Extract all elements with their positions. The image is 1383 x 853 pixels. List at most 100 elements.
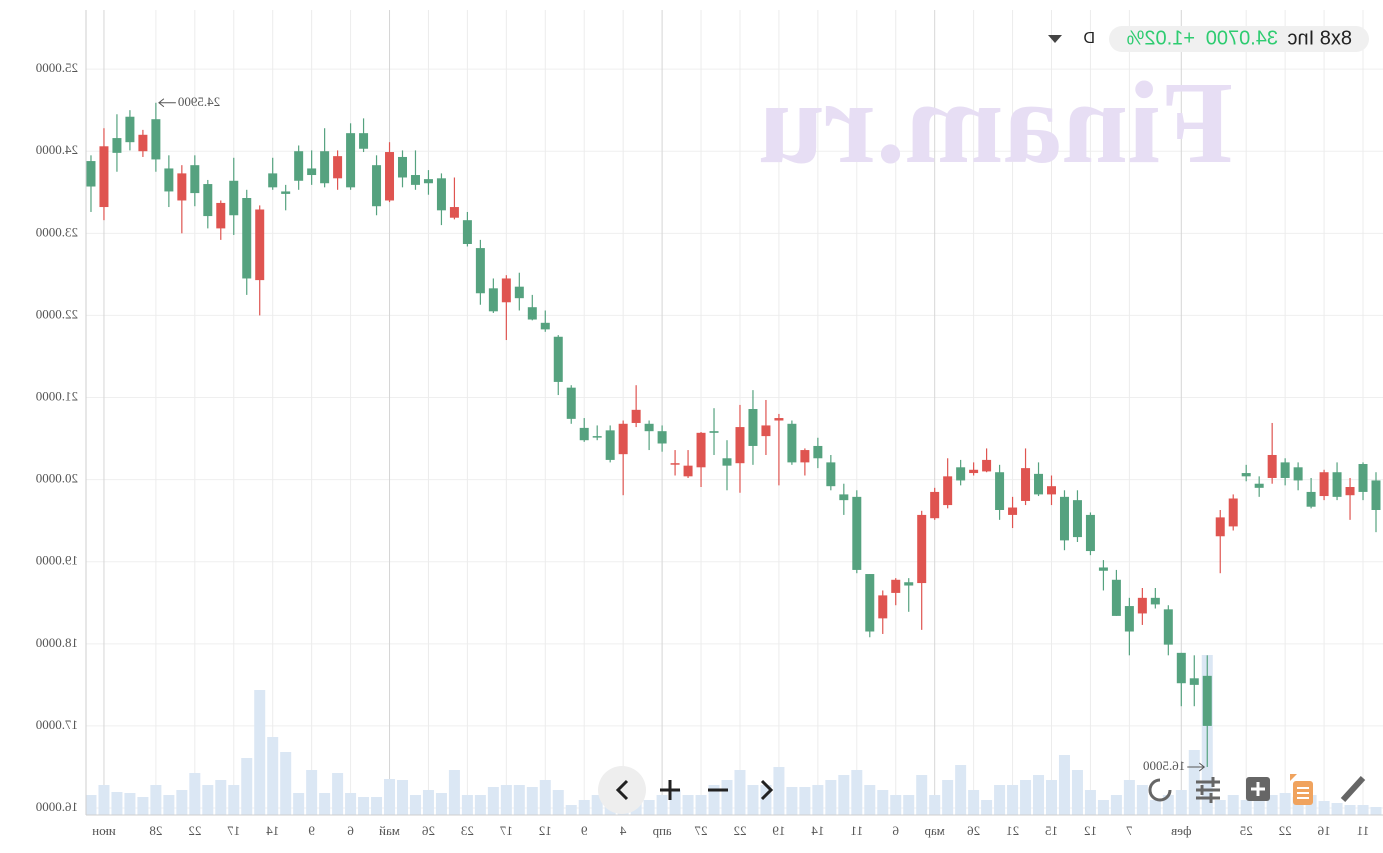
candle-body: [683, 465, 693, 477]
high-arrow: [158, 98, 176, 108]
volume-bar: [760, 785, 772, 815]
volume-bar: [163, 795, 175, 815]
period-dropdown[interactable]: [1048, 35, 1062, 43]
volume-bar: [877, 790, 889, 815]
candle-body: [410, 175, 420, 185]
candle-body: [579, 427, 589, 441]
x-tick-label: 19: [772, 823, 785, 838]
candle-body: [255, 209, 265, 281]
candle-body: [294, 151, 304, 181]
candle-body: [774, 418, 784, 421]
candle-body: [527, 307, 537, 320]
volume-bar: [293, 793, 305, 815]
period[interactable]: D: [1083, 30, 1095, 47]
y-tick-label: 24.0000: [36, 142, 78, 157]
volume-bar: [526, 787, 538, 815]
x-tick-label: мар: [924, 823, 944, 838]
volume-bar: [1071, 770, 1083, 815]
volume-bar: [85, 795, 97, 815]
volume-bar: [280, 752, 292, 815]
volume-bar: [111, 792, 123, 815]
candle-body: [982, 459, 992, 472]
candle-body: [1021, 468, 1031, 501]
candle-body: [1215, 517, 1225, 537]
candle-body: [839, 494, 849, 501]
volume-bar: [1266, 795, 1278, 815]
volume-bar: [474, 795, 486, 815]
volume-bar: [124, 793, 136, 815]
zoom-in[interactable]: [660, 780, 680, 800]
x-tick-label: 17: [227, 823, 241, 838]
volume-bar: [241, 758, 253, 815]
scroll-left[interactable]: [615, 779, 629, 801]
volume-bar: [267, 737, 279, 815]
add-icon: [1251, 782, 1265, 796]
candle-body: [177, 173, 187, 201]
candle-body: [423, 179, 433, 184]
candle-body: [1241, 473, 1251, 477]
volume-bar: [1175, 790, 1187, 815]
volume-bar: [825, 780, 837, 815]
volume-bar: [942, 780, 954, 815]
candle-body: [281, 191, 291, 194]
change: +1.02%: [1126, 27, 1195, 49]
x-tick-label: 22: [1279, 823, 1292, 838]
volume-bar: [1188, 750, 1200, 815]
candle-body: [99, 146, 109, 208]
volume-bar: [656, 795, 668, 815]
candle-body: [644, 423, 654, 432]
scroll-right[interactable]: [760, 779, 774, 801]
volume-bar: [1344, 805, 1356, 815]
volume-bar: [552, 790, 564, 815]
volume-bar: [812, 785, 824, 815]
volume-bar: [254, 690, 266, 815]
volume-layer: [85, 655, 1382, 815]
volume-bar: [409, 795, 421, 815]
candle-body: [125, 116, 135, 143]
candle-body: [190, 165, 200, 194]
volume-bar: [851, 770, 863, 815]
volume-bar: [1097, 800, 1109, 815]
candle-body: [995, 472, 1005, 510]
volume-bar: [1007, 785, 1019, 815]
volume-bar: [955, 765, 967, 815]
draw-button[interactable]: [1340, 775, 1366, 803]
reset-button[interactable]: [1148, 778, 1172, 802]
candle-body: [242, 198, 252, 279]
volume-bar: [189, 773, 201, 815]
volume-bar: [448, 770, 460, 815]
candle-body: [917, 514, 927, 584]
x-tick-label: 27: [694, 823, 708, 838]
candle-body: [592, 436, 602, 438]
volume-bar: [1357, 805, 1369, 815]
price: 34.0700: [1206, 27, 1278, 49]
settings-button[interactable]: [1196, 777, 1220, 803]
x-tick-label: 12: [1084, 823, 1097, 838]
candles-layer: [86, 102, 1381, 767]
candle-body: [787, 423, 797, 463]
candle-body: [891, 579, 901, 593]
x-tick-label: 9: [581, 823, 588, 838]
y-tick-label: 18.0000: [36, 635, 78, 650]
volume-bar: [916, 775, 928, 815]
candle-body: [813, 445, 823, 459]
candle-body: [761, 425, 771, 437]
volume-bar: [1020, 780, 1032, 815]
x-tick-label: май: [379, 823, 400, 838]
candle-body: [449, 207, 459, 218]
candle-body: [1176, 652, 1186, 684]
y-tick-label: 19.0000: [36, 553, 78, 568]
candle-body: [696, 432, 706, 468]
volume-bar: [890, 795, 902, 815]
volume-bar: [721, 780, 733, 815]
candle-body: [514, 286, 524, 299]
volume-bar: [384, 779, 396, 815]
volume-bar: [929, 795, 941, 815]
volume-bar: [708, 785, 720, 815]
candle-body: [1150, 597, 1160, 605]
volume-bar: [461, 795, 473, 815]
x-tick-label: 6: [347, 823, 354, 838]
y-tick-label: 23.0000: [36, 224, 78, 239]
volume-bar: [137, 797, 149, 815]
